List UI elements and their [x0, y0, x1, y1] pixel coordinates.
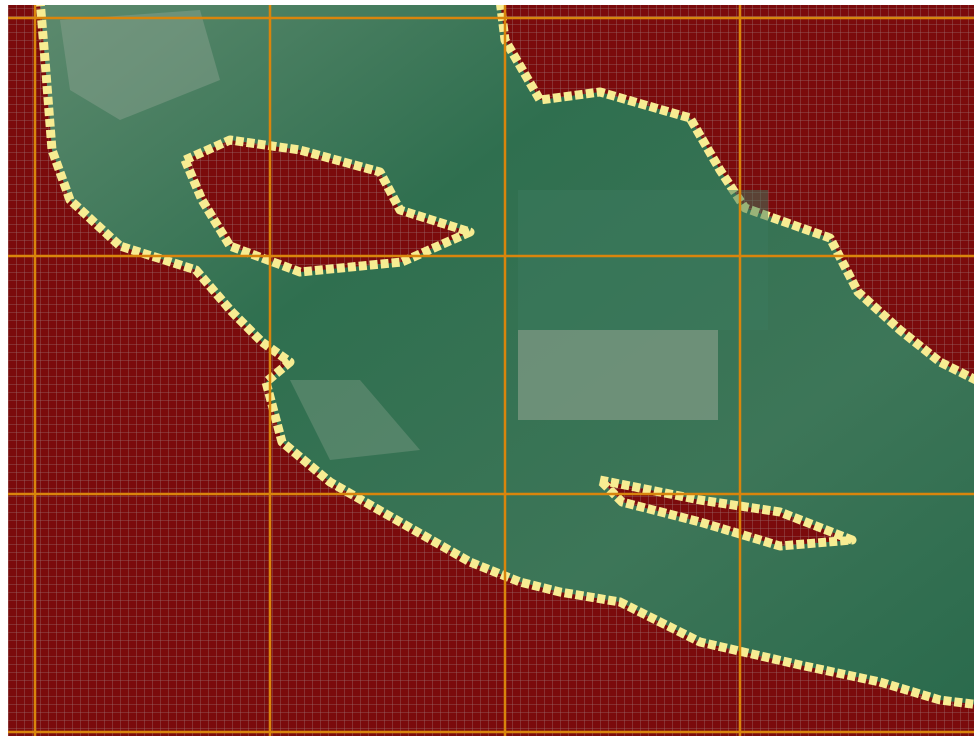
imagery-patch	[518, 330, 718, 420]
estuary-water	[35, 5, 974, 709]
shallow-area	[60, 10, 220, 120]
shallow-area	[290, 380, 420, 460]
imagery-patch	[518, 190, 768, 330]
